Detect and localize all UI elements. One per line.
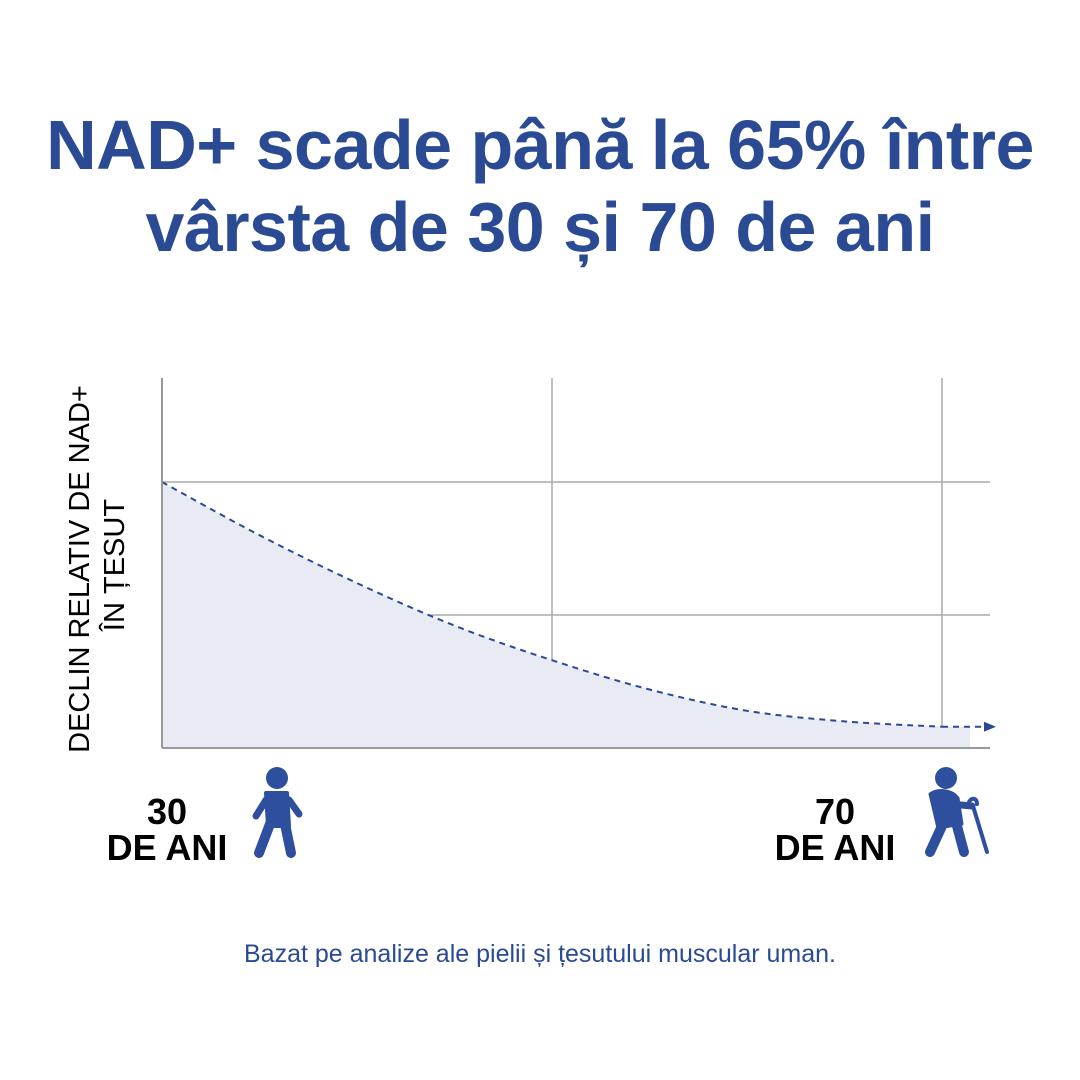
walking-person-icon — [252, 767, 303, 858]
y-axis-label: DECLIN RELATIV DE NAD+ ÎN ȚESUT — [64, 377, 131, 753]
area-fill — [162, 482, 970, 748]
end-age-unit: DE ANI — [774, 827, 896, 868]
end-age-label: 70 DE ANI — [760, 794, 910, 866]
elderly-person-cane-icon — [925, 767, 989, 857]
start-age-label: 30 DE ANI — [92, 794, 242, 866]
page-title: NAD+ scade până la 65% între vârsta de 3… — [0, 104, 1080, 268]
title-line-2: vârsta de 30 și 70 de ani — [145, 188, 935, 266]
start-age-number: 30 — [146, 791, 188, 832]
chart-axes — [161, 378, 990, 749]
y-axis-label-line-2: ÎN ȚESUT — [98, 499, 131, 632]
title-line-1: NAD+ scade până la 65% între — [46, 106, 1034, 184]
y-axis-label-line-1: DECLIN RELATIV DE NAD+ — [64, 385, 96, 753]
end-age-number: 70 — [814, 791, 856, 832]
footnote: Bazat pe analize ale pielii și țesutului… — [244, 940, 836, 968]
start-age-unit: DE ANI — [106, 827, 228, 868]
